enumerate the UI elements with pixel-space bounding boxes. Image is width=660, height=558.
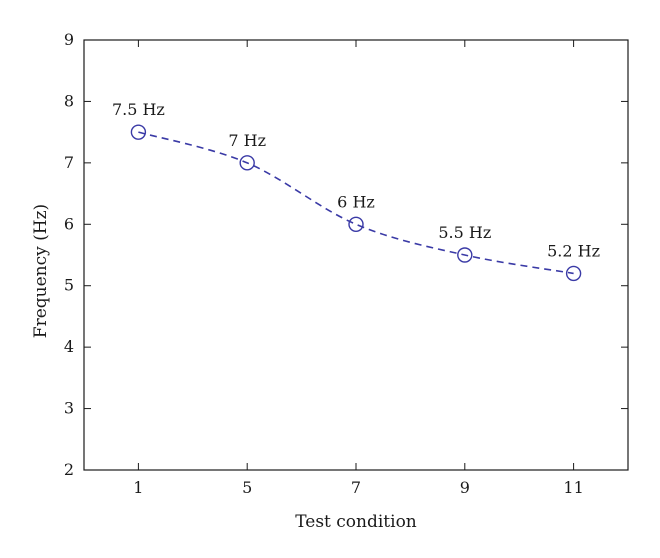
y-tick-label: 8 xyxy=(64,91,74,110)
x-tick-label: 7 xyxy=(351,478,361,497)
y-tick-label: 6 xyxy=(64,214,74,233)
x-tick-label: 11 xyxy=(563,478,583,497)
data-point-marker xyxy=(457,247,473,263)
data-label: 5.2 Hz xyxy=(547,241,600,260)
data-label: 7 Hz xyxy=(228,131,266,150)
x-tick-label: 1 xyxy=(133,478,143,497)
y-tick-label: 7 xyxy=(64,153,74,172)
data-point-marker xyxy=(239,155,255,171)
x-axis-title: Test condition xyxy=(295,512,417,532)
y-tick-label: 5 xyxy=(64,276,74,295)
data-label: 5.5 Hz xyxy=(438,223,491,242)
plot-area: 2 3 4 5 6 7 8 9 1 5 7 9 11 7.5 Hz 7 Hz 6 Hz 5.5 Hz 5.2 Hz xyxy=(64,30,629,497)
y-tick-label: 3 xyxy=(64,399,74,418)
y-axis-title: Frequency (Hz) xyxy=(31,204,51,338)
series-line xyxy=(138,131,574,275)
data-point-marker xyxy=(348,216,364,232)
data-label: 6 Hz xyxy=(337,192,375,211)
y-tick-label: 2 xyxy=(64,460,74,479)
y-tick-label: 4 xyxy=(64,337,74,356)
x-tick-label: 9 xyxy=(460,478,470,497)
y-tick-label: 9 xyxy=(64,30,74,49)
data-point-marker xyxy=(565,265,582,282)
x-tick-label: 5 xyxy=(242,478,252,497)
data-label: 7.5 Hz xyxy=(112,100,165,119)
data-point-marker xyxy=(130,124,147,140)
